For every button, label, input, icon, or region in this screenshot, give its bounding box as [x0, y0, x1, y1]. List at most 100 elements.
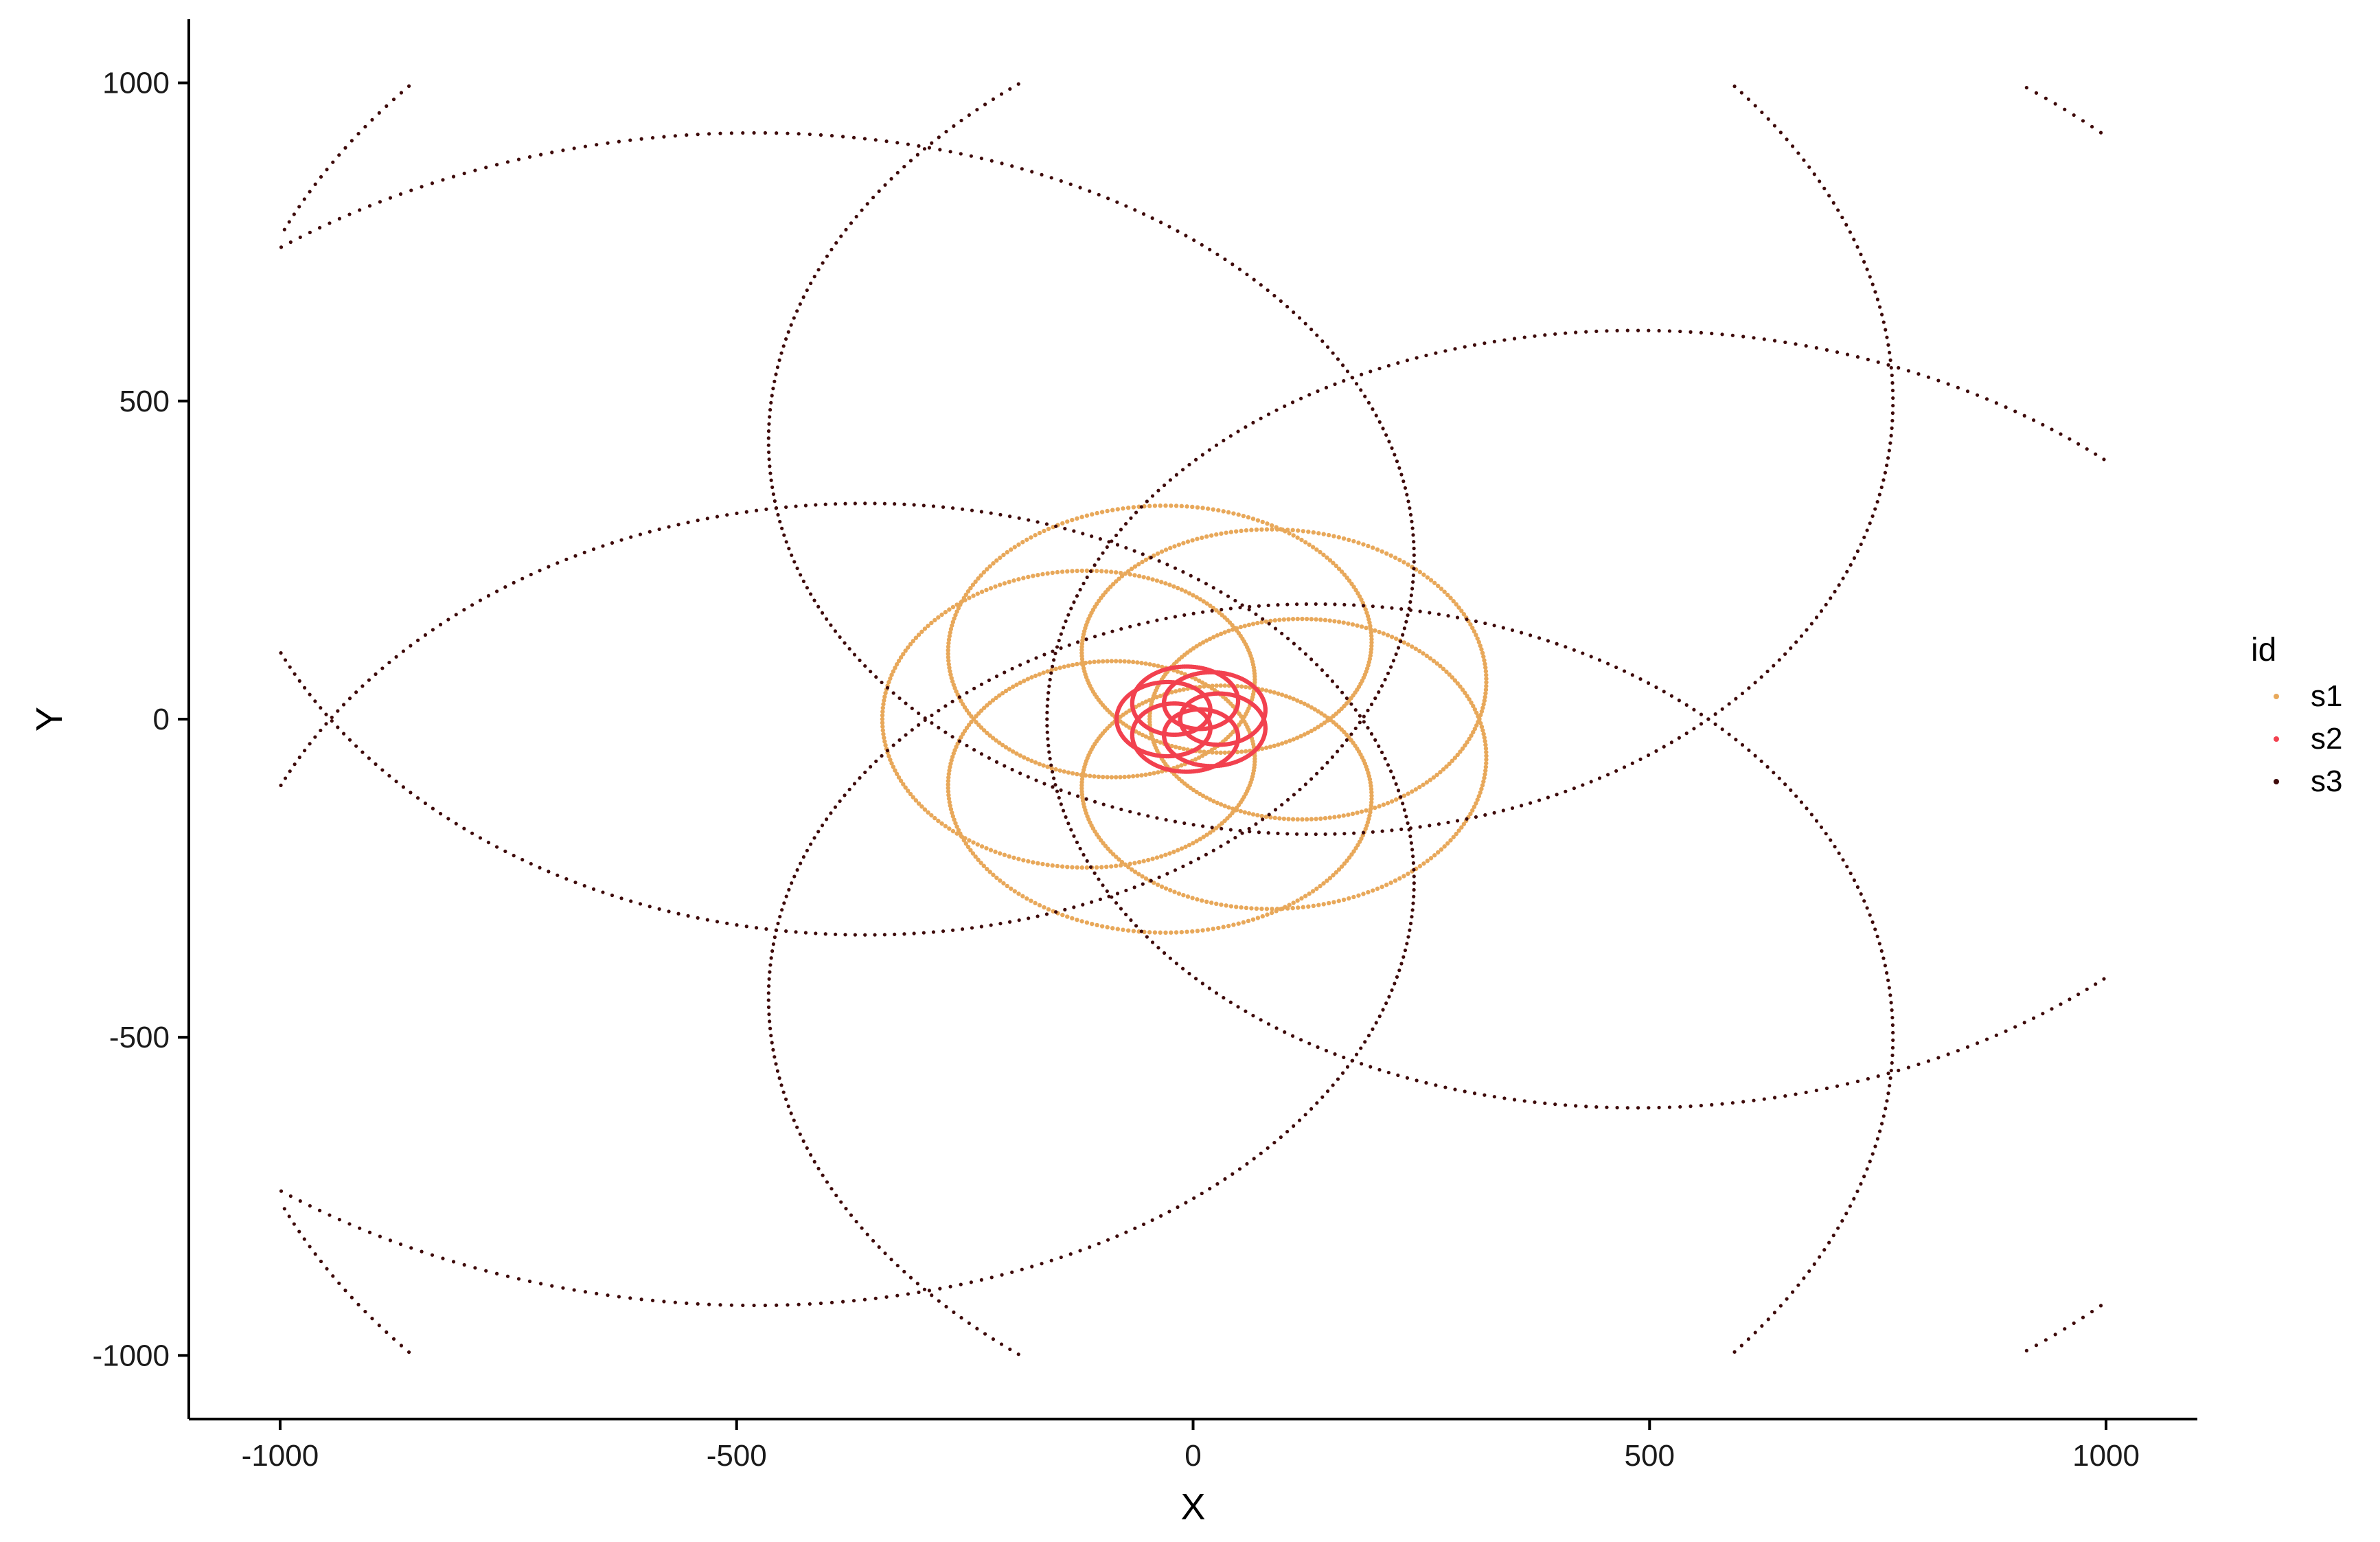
- data-point: [1139, 773, 1144, 778]
- data-point: [1855, 1079, 1860, 1083]
- data-point: [1267, 813, 1271, 817]
- data-point: [1059, 788, 1063, 792]
- data-point: [1363, 1040, 1367, 1044]
- data-point: [768, 1026, 773, 1030]
- data-point: [1483, 768, 1488, 773]
- data-point: [1480, 650, 1485, 655]
- data-point: [1143, 661, 1148, 666]
- data-point: [1288, 738, 1292, 743]
- data-point: [1699, 722, 1704, 726]
- data-point: [1615, 328, 1619, 332]
- data-point: [1133, 208, 1137, 212]
- data-point: [833, 629, 838, 633]
- data-point: [1802, 158, 1806, 162]
- data-point: [1105, 508, 1110, 514]
- data-point: [2072, 1321, 2076, 1326]
- data-point: [1200, 680, 1205, 685]
- data-point: [820, 611, 825, 615]
- data-point: [1291, 533, 1296, 538]
- data-point: [1333, 382, 1337, 386]
- data-point: [1226, 628, 1231, 633]
- data-point: [1956, 385, 1960, 389]
- data-point: [926, 623, 930, 628]
- data-point: [895, 170, 900, 175]
- data-point: [1564, 645, 1568, 649]
- data-point: [1480, 783, 1485, 788]
- data-point: [1319, 711, 1324, 716]
- data-point: [851, 135, 856, 139]
- data-point: [1340, 1071, 1345, 1075]
- data-point: [1331, 1083, 1335, 1087]
- data-point: [975, 591, 980, 596]
- data-point: [1315, 333, 1319, 337]
- data-point: [1468, 622, 1473, 627]
- data-point: [1008, 1347, 1012, 1352]
- data-point: [1045, 669, 1050, 674]
- data-point: [1150, 1218, 1154, 1222]
- data-point: [361, 684, 365, 688]
- data-point: [1415, 356, 1419, 360]
- data-point: [1428, 778, 1433, 782]
- data-point: [1835, 1084, 1840, 1088]
- data-point: [1855, 355, 1860, 359]
- data-point: [1119, 528, 1123, 532]
- data-point: [1421, 572, 1426, 577]
- data-point: [773, 379, 777, 383]
- data-point: [886, 753, 891, 759]
- data-point: [1321, 552, 1326, 557]
- data-point: [1092, 871, 1097, 875]
- data-point: [1175, 669, 1180, 674]
- data-point: [1765, 764, 1770, 769]
- data-point: [1812, 172, 1816, 177]
- data-point: [1369, 646, 1374, 652]
- data-point: [1314, 547, 1319, 552]
- data-point: [1868, 1159, 1872, 1164]
- data-point: [1455, 819, 1460, 823]
- data-point: [1818, 179, 1822, 183]
- data-point: [1351, 585, 1356, 589]
- data-point: [1334, 563, 1339, 569]
- data-point: [1684, 703, 1689, 707]
- data-point: [1088, 865, 1093, 870]
- data-point: [470, 603, 474, 607]
- data-point: [1805, 806, 1809, 810]
- data-point: [1835, 350, 1840, 354]
- data-point: [287, 220, 291, 224]
- data-point: [784, 894, 788, 898]
- data-point: [1373, 628, 1377, 633]
- data-point: [1364, 625, 1369, 631]
- data-point: [1042, 905, 1046, 910]
- x-tick-label: 0: [1185, 1439, 1201, 1473]
- data-point: [1163, 852, 1168, 857]
- data-point: [744, 510, 748, 514]
- data-point: [377, 1324, 381, 1328]
- data-point: [1837, 851, 1841, 855]
- data-point: [1890, 411, 1895, 416]
- data-point: [1326, 532, 1331, 538]
- data-point: [1446, 613, 1450, 618]
- data-point: [1005, 883, 1009, 889]
- data-point: [1353, 726, 1358, 731]
- data-point: [1477, 717, 1482, 723]
- data-point: [1481, 779, 1486, 784]
- data-point: [1187, 462, 1191, 467]
- data-point: [1885, 335, 1889, 339]
- data-point: [1732, 84, 1737, 89]
- data-point: [1194, 595, 1199, 600]
- data-point: [1261, 817, 1265, 821]
- data-point: [792, 560, 797, 564]
- data-point: [367, 756, 371, 760]
- data-point: [1432, 580, 1437, 585]
- data-point: [1366, 726, 1370, 730]
- data-point: [1254, 906, 1259, 911]
- data-point: [1200, 506, 1205, 510]
- data-point: [1410, 644, 1415, 649]
- data-point: [1360, 1062, 1364, 1066]
- data-point: [1214, 901, 1219, 907]
- data-point: [686, 914, 690, 918]
- data-point: [1242, 624, 1247, 628]
- data-point: [777, 358, 781, 362]
- data-point: [1994, 1033, 1998, 1037]
- data-point: [1057, 795, 1061, 800]
- data-point: [2034, 1343, 2039, 1348]
